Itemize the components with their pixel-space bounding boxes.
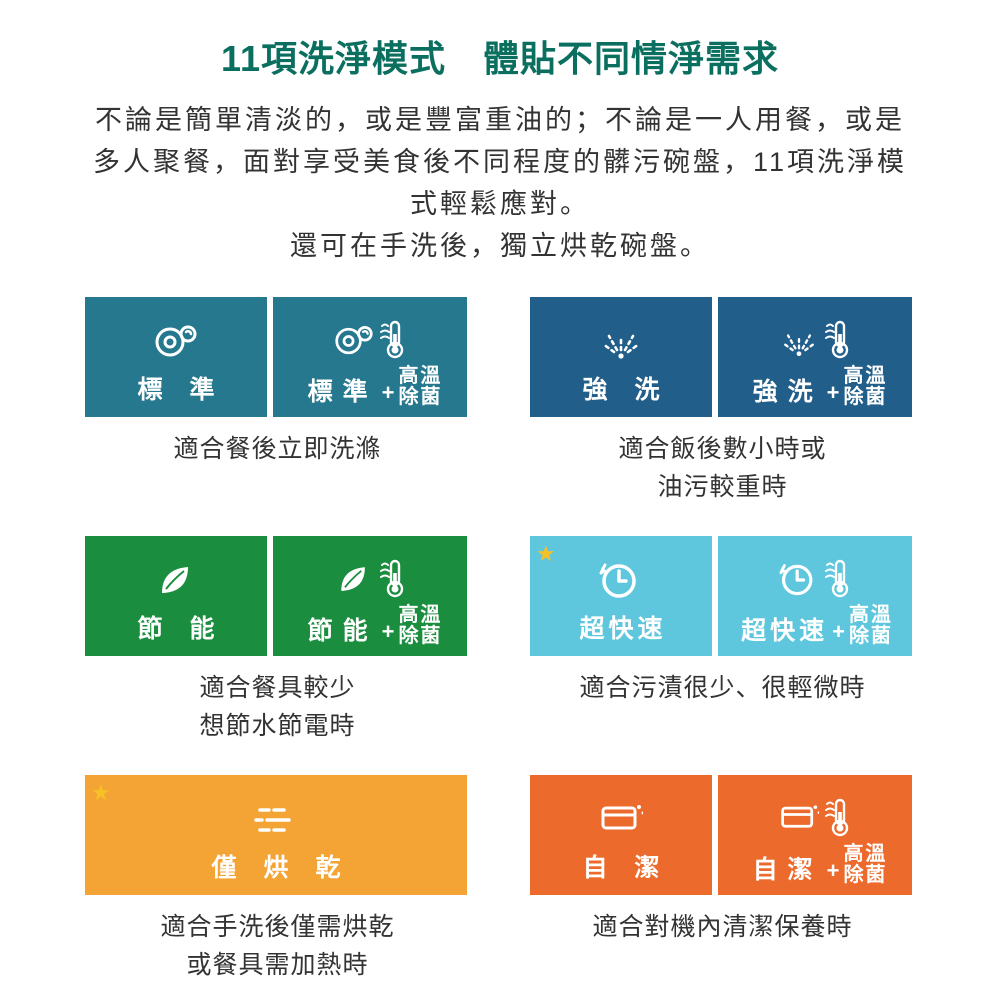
- mode-label: 自潔: [743, 850, 823, 886]
- mode-tile: ★ 僅 烘 乾: [85, 775, 467, 895]
- mode-group-3: ★超快速超快速+高溫除菌適合污漬很少、很輕微時: [530, 536, 915, 763]
- mode-group-1: 強 洗 強洗+高溫除菌適合飯後數小時或油污較重時: [530, 297, 915, 524]
- mode-caption: 適合對機內清潔保養時: [530, 909, 915, 947]
- hot-sterilize-label: 高溫除菌: [843, 366, 887, 408]
- dishes-icon: [154, 308, 198, 362]
- mode-tile-plus: 超快速+高溫除菌: [718, 536, 912, 656]
- plus-sign: +: [832, 619, 845, 647]
- plus-sign: +: [827, 858, 840, 886]
- mode-label: 標準: [298, 372, 378, 408]
- mode-tile-plus: 節能+高溫除菌: [273, 536, 467, 656]
- thermometer-icon: [380, 318, 406, 360]
- hot-sterilize-label: 高溫除菌: [843, 844, 887, 886]
- mode-group-2: 節 能 節能+高溫除菌適合餐具較少想節水節電時: [85, 536, 470, 763]
- mode-caption: 適合污漬很少、很輕微時: [530, 670, 915, 708]
- mode-tile-plus: 強洗+高溫除菌: [718, 297, 912, 417]
- page-title: 11項洗淨模式 體貼不同情淨需求: [85, 30, 915, 82]
- spray-icon: [779, 322, 819, 360]
- mode-tile-plus: 自潔+高溫除菌: [718, 775, 912, 895]
- mode-label: 強 洗: [573, 370, 670, 406]
- mode-tile-plus: 標準+高溫除菌: [273, 297, 467, 417]
- plus-sign: +: [827, 380, 840, 408]
- mode-tile: 節 能: [85, 536, 267, 656]
- star-icon: ★: [91, 780, 111, 806]
- dry-icon: [254, 786, 298, 840]
- mode-label: 超快速: [575, 609, 666, 645]
- mode-group-0: 標 準 標準+高溫除菌適合餐後立即洗滌: [85, 297, 470, 524]
- clock-icon: [599, 547, 643, 601]
- mode-tile: 標 準: [85, 297, 267, 417]
- thermometer-icon: [825, 557, 851, 599]
- mode-caption: 適合手洗後僅需烘乾或餐具需加熱時: [85, 909, 470, 984]
- leaf-icon: [334, 561, 374, 599]
- mode-label: 節能: [298, 611, 378, 647]
- mode-grid: 標 準標準+高溫除菌適合餐後立即洗滌強 洗強洗+高溫除菌適合飯後數小時或油污較重…: [85, 297, 915, 1002]
- thermometer-icon: [825, 796, 851, 838]
- mode-caption: 適合餐後立即洗滌: [85, 431, 470, 469]
- plus-sign: +: [382, 619, 395, 647]
- mode-caption: 適合飯後數小時或油污較重時: [530, 431, 915, 506]
- mode-tile: 強 洗: [530, 297, 712, 417]
- thermometer-icon: [380, 557, 406, 599]
- mode-group-5: 自 潔 自潔+高溫除菌適合對機內清潔保養時: [530, 775, 915, 1002]
- mode-tile: 自 潔: [530, 775, 712, 895]
- mode-group-4: ★ 僅 烘 乾適合手洗後僅需烘乾或餐具需加熱時: [85, 775, 470, 1002]
- mode-label: 自 潔: [573, 848, 670, 884]
- description: 不論是簡單清淡的，或是豐富重油的；不論是一人用餐，或是多人聚餐，面對享受美食後不…: [85, 100, 915, 267]
- mode-tile: ★ 超快速: [530, 536, 712, 656]
- star-icon: ★: [536, 541, 556, 567]
- dishes-icon: [334, 322, 374, 360]
- clock-icon: [779, 561, 819, 599]
- mode-label: 標 準: [128, 370, 225, 406]
- leaf-icon: [154, 547, 198, 601]
- hot-sterilize-label: 高溫除菌: [849, 605, 893, 647]
- spray-icon: [599, 308, 643, 362]
- hot-sterilize-label: 高溫除菌: [398, 366, 442, 408]
- mode-label: 節 能: [128, 609, 225, 645]
- thermometer-icon: [825, 318, 851, 360]
- plus-sign: +: [382, 380, 395, 408]
- mode-label: 強洗: [743, 372, 823, 408]
- hot-sterilize-label: 高溫除菌: [398, 605, 442, 647]
- mode-label: 超快速: [737, 611, 828, 647]
- mode-label: 僅 烘 乾: [202, 848, 351, 884]
- clean-icon: [599, 786, 643, 840]
- mode-caption: 適合餐具較少想節水節電時: [85, 670, 470, 745]
- clean-icon: [779, 800, 819, 838]
